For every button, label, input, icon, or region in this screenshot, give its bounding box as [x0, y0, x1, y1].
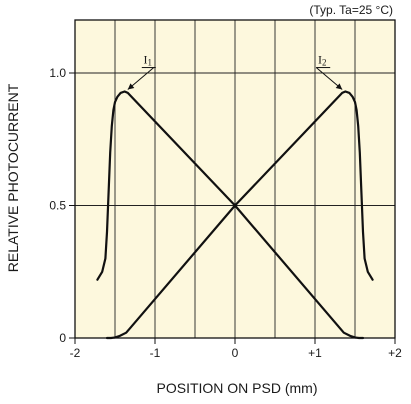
x-tick-label: -2	[70, 346, 81, 360]
y-axis-title: RELATIVE PHOTOCURRENT	[5, 83, 21, 272]
y-tick-label: 0	[59, 331, 66, 345]
annotation-i1: I1	[127, 53, 156, 90]
x-tick-label: +2	[388, 346, 402, 360]
series-layer	[96, 90, 374, 340]
x-axis-title: POSITION ON PSD (mm)	[157, 380, 318, 396]
y-tick-labels: 0 0.5 1.0	[49, 66, 66, 345]
x-tick-label: +1	[308, 346, 322, 360]
tick-marks	[69, 72, 396, 344]
annotation-i2: I2	[315, 53, 343, 90]
series-line-i2	[105, 90, 374, 340]
x-tick-labels: -2 -1 0 +1 +2	[70, 346, 403, 360]
y-tick-label: 1.0	[49, 66, 66, 80]
series-line-i1	[96, 90, 365, 340]
annotation-arrowhead	[335, 83, 343, 90]
x-tick-label: -1	[150, 346, 161, 360]
grid-lines	[75, 20, 395, 338]
y-tick-label: 0.5	[49, 199, 66, 213]
annotation-arrowhead	[127, 83, 135, 90]
condition-label: (Typ. Ta=25 °C)	[309, 3, 393, 17]
annotation-layer: I1 I2	[127, 53, 343, 90]
x-tick-label: 0	[232, 346, 239, 360]
annotation-label: I2	[318, 53, 327, 68]
annotation-label: I1	[144, 53, 153, 68]
